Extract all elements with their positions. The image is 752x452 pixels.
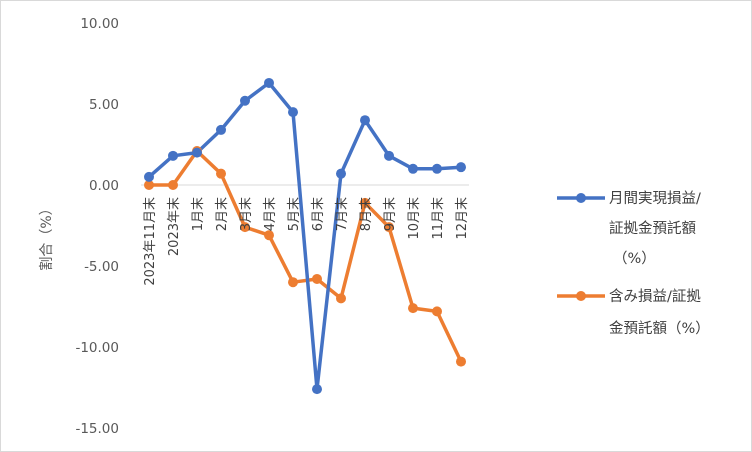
series-2-point	[312, 273, 322, 284]
legend-label: 月間実現損益/	[609, 190, 701, 207]
series-1-point	[192, 147, 202, 158]
series-1-point	[240, 95, 250, 106]
series-2-point	[168, 180, 178, 190]
series-1-point	[432, 163, 442, 174]
series-2-point	[360, 197, 370, 208]
y-tick-label: 5.00	[89, 97, 119, 113]
legend-label: 証拠金預託額	[609, 220, 696, 237]
series-2-point	[456, 356, 466, 367]
legend-label: 金預託額（%）	[609, 320, 710, 337]
x-category-label: 10月末	[407, 197, 422, 240]
legend-swatch-marker	[576, 291, 586, 301]
x-category-label: 12月末	[455, 197, 470, 240]
legend-label: 含み損益/証拠	[609, 288, 701, 305]
y-axis-ticks: 10.00 5.00 0.00 -5.00 -10.00 -15.00	[75, 16, 119, 437]
series-1-point	[408, 163, 418, 174]
series-points	[144, 77, 466, 395]
series-1-point	[288, 107, 298, 118]
y-tick-label: 10.00	[80, 16, 119, 32]
x-axis-category-labels: 2023年11月末 2023年末 1月末 2月末 3月末 4月末 5月末 6月末 7月末 8月末 9…	[143, 197, 470, 286]
x-category-label: 7月末	[335, 197, 350, 231]
x-category-label: 2023年末	[167, 197, 182, 256]
series-1-point	[144, 171, 154, 182]
series-2-point	[144, 180, 154, 190]
series-2-point	[336, 293, 346, 304]
x-category-label: 3月末	[239, 197, 254, 231]
x-category-label: 2023年11月末	[143, 197, 158, 286]
y-tick-label: -10.00	[75, 340, 119, 356]
series-1-point	[312, 384, 322, 395]
series-1-point	[384, 150, 394, 161]
x-category-label: 11月末	[431, 197, 446, 240]
y-tick-label: -5.00	[84, 259, 119, 275]
y-tick-label: -15.00	[75, 421, 119, 437]
legend-swatch-marker	[576, 193, 586, 203]
series-1-point	[336, 168, 346, 179]
series-2-point	[384, 222, 394, 233]
series-1-point	[168, 150, 178, 161]
x-category-label: 4月末	[263, 197, 278, 231]
y-axis-title: 割合（%）	[38, 201, 55, 270]
x-category-label: 9月末	[383, 197, 398, 231]
x-category-label: 2月末	[215, 197, 230, 231]
x-category-label: 6月末	[311, 197, 326, 231]
series-1-point	[264, 77, 274, 88]
x-category-label: 5月末	[287, 197, 302, 231]
series-2-point	[288, 277, 298, 288]
legend-label: （%）	[613, 250, 656, 267]
x-category-label: 8月末	[359, 197, 374, 231]
series-2-point	[240, 222, 250, 233]
series-2-point	[432, 306, 442, 317]
y-tick-label: 0.00	[89, 178, 119, 194]
series-2-point	[264, 230, 274, 241]
series-2-point	[216, 168, 226, 179]
series-1-point	[360, 115, 370, 126]
x-category-label: 1月末	[191, 197, 206, 231]
series-1-point	[456, 162, 466, 173]
legend: 月間実現損益/証拠金預託額 （%） 含み損益/証拠金預託額（%）	[557, 190, 710, 337]
series-2-point	[408, 303, 418, 314]
series-1-point	[216, 124, 226, 135]
